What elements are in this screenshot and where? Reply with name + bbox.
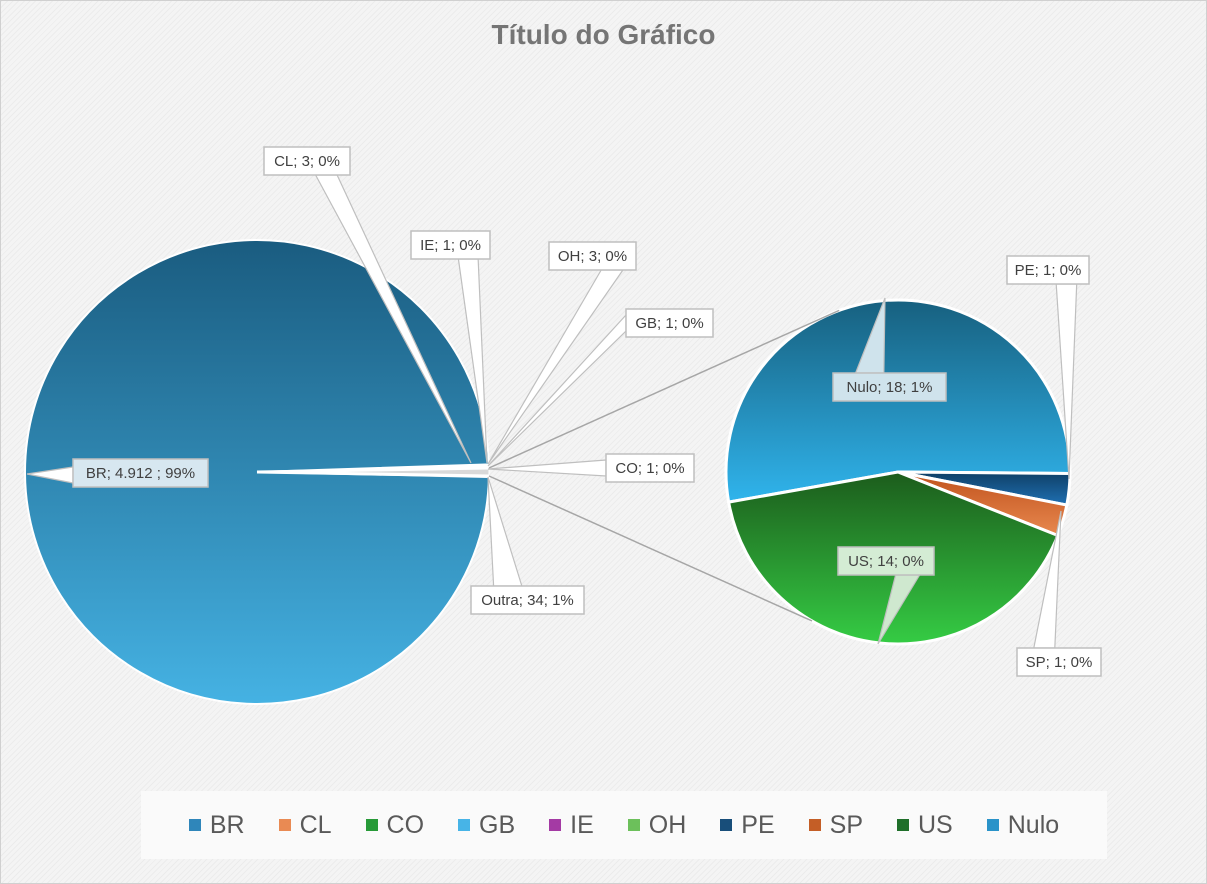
legend-label: Nulo <box>1007 810 1060 839</box>
legend-item-sp: SP <box>808 810 863 840</box>
data-label-oh: OH; 3; 0% <box>487 241 637 465</box>
legend-label: GB <box>479 810 516 839</box>
legend-swatch <box>720 819 733 831</box>
legend-label: SP <box>829 810 863 839</box>
legend-label: BR <box>209 810 245 839</box>
data-label-box <box>832 372 947 402</box>
legend-label: OH <box>648 810 687 839</box>
data-label-text: Nulo; 18; 1% <box>847 379 933 396</box>
legend-item-pe: PE <box>720 810 775 840</box>
legend-item-us: US <box>897 811 953 840</box>
data-label-text: BR; 4.912 ; 99% <box>86 465 195 482</box>
legend-swatch <box>549 819 562 831</box>
data-label-outra: Outra; 34; 1% <box>470 476 585 615</box>
data-label-pe: PE; 1; 0% <box>1006 255 1090 480</box>
chart-title: Título do Gráfico <box>491 19 716 50</box>
legend-item-cl: CL <box>278 810 332 840</box>
legend-item-ie: IE <box>549 811 594 840</box>
data-label-box <box>548 241 637 271</box>
series-connector-line <box>488 309 840 469</box>
data-label-br: BR; 4.912 ; 99% <box>26 458 209 488</box>
legend-swatch <box>986 819 999 831</box>
data-label-callout <box>487 313 627 467</box>
data-label-box <box>1016 647 1102 677</box>
data-label-text: IE; 1; 0% <box>420 237 481 254</box>
legend-swatch <box>808 819 821 831</box>
series-connector-line <box>488 475 813 622</box>
data-label-text: SP; 1; 0% <box>1026 654 1093 671</box>
legend-swatch <box>627 819 640 831</box>
legend-swatch <box>458 819 471 831</box>
data-label-box <box>605 453 695 483</box>
legend-label: US <box>918 810 953 839</box>
data-label-box <box>470 585 585 615</box>
data-label-box <box>1006 255 1090 285</box>
data-label-callout <box>487 269 625 465</box>
data-label-text: GB; 1; 0% <box>635 315 703 332</box>
data-label-callout <box>487 459 607 477</box>
legend-label: PE <box>741 810 775 839</box>
data-label-gb: GB; 1; 0% <box>487 308 714 467</box>
legend-swatch <box>278 819 291 831</box>
data-label-sp: SP; 1; 0% <box>1016 510 1102 677</box>
legend-item-gb: GB <box>458 811 515 840</box>
legend-label: IE <box>570 810 594 839</box>
legend-item-br: BR <box>188 810 245 840</box>
legend-swatch <box>897 819 909 831</box>
data-label-box <box>410 230 491 260</box>
data-label-text: OH; 3; 0% <box>558 248 627 265</box>
data-label-text: PE; 1; 0% <box>1015 262 1082 279</box>
legend-item-oh: OH <box>627 810 687 840</box>
legend-swatch <box>188 819 201 831</box>
legend-label: CL <box>299 810 332 839</box>
legend-label: CO <box>386 810 425 839</box>
data-label-box <box>72 458 209 488</box>
data-label-text: CL; 3; 0% <box>274 153 340 170</box>
legend-item-co: CO <box>365 810 425 840</box>
data-label-cl: CL; 3; 0% <box>263 146 472 464</box>
data-label-text: Outra; 34; 1% <box>481 592 574 609</box>
legend: BR CL CO GB IE OH PE SP US Nulo <box>141 791 1107 859</box>
data-label-text: US; 14; 0% <box>848 553 924 570</box>
data-label-nulo: Nulo; 18; 1% <box>832 297 947 402</box>
data-label-co: CO; 1; 0% <box>487 453 695 483</box>
data-label-text: CO; 1; 0% <box>615 460 684 477</box>
slice-separator <box>256 470 490 478</box>
data-label-box <box>263 146 351 176</box>
data-label-us: US; 14; 0% <box>837 546 935 645</box>
data-label-ie: IE; 1; 0% <box>410 230 491 464</box>
data-label-box <box>625 308 714 338</box>
legend-item-nulo: Nulo <box>986 810 1060 840</box>
legend-swatch <box>365 819 378 831</box>
data-label-box <box>837 546 935 576</box>
data-label-callout <box>487 476 523 587</box>
